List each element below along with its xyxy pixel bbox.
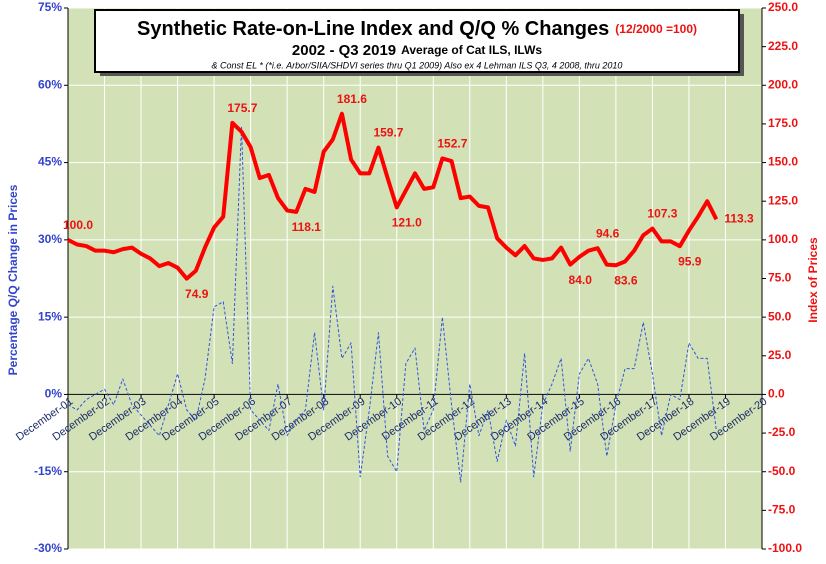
value-label: 159.7	[373, 126, 403, 140]
y2-axis-title: Index of Prices	[806, 237, 820, 323]
value-label: 95.9	[678, 254, 702, 268]
value-label: 84.0	[569, 273, 593, 287]
value-label: 152.7	[437, 137, 467, 151]
value-label: 113.3	[724, 211, 754, 225]
chart-title: Synthetic Rate-on-Line Index and Q/Q % C…	[137, 18, 609, 40]
value-label: 94.6	[596, 226, 620, 240]
value-label: 100.0	[63, 218, 93, 232]
y2-tick-label: 100.0	[768, 232, 798, 246]
y-tick-label: -30%	[34, 541, 62, 555]
y-tick-label: 0%	[45, 387, 63, 401]
y-tick-label: 15%	[38, 309, 62, 323]
value-label: 83.6	[614, 273, 638, 287]
series-line	[67, 111, 719, 281]
y2-tick-label: 0.0	[768, 387, 785, 401]
y2-tick-label: 225.0	[768, 39, 798, 53]
y-tick-label: 60%	[38, 77, 62, 91]
plot-area	[68, 8, 762, 549]
value-label: 107.3	[647, 207, 677, 221]
value-label: 181.6	[337, 92, 367, 106]
y2-tick-label: 125.0	[768, 193, 798, 207]
y2-tick-label: -100.0	[768, 541, 802, 555]
value-label: 74.9	[185, 287, 209, 301]
y2-tick-label: 250.0	[768, 0, 798, 14]
subtitle-note: Average of Cat ILS, ILWs	[401, 43, 542, 57]
title-box	[94, 9, 740, 73]
y-tick-label: 45%	[38, 155, 62, 169]
footnote: & Const EL * (*i.e. Arbor/SIIA/SHDVI ser…	[212, 60, 623, 70]
subtitle: 2002 - Q3 2019	[292, 42, 396, 59]
y2-tick-label: -25.0	[768, 425, 796, 439]
y2-tick-label: 200.0	[768, 77, 798, 91]
y2-tick-label: -75.0	[768, 503, 796, 517]
title-note: (12/2000 =100)	[615, 22, 697, 36]
y-tick-label: -15%	[34, 464, 62, 478]
y2-tick-label: -50.0	[768, 464, 796, 478]
y-tick-label: 75%	[38, 0, 62, 14]
title-line: Synthetic Rate-on-Line Index and Q/Q % C…	[137, 18, 697, 40]
value-label: 175.7	[227, 101, 257, 115]
y2-tick-label: 50.0	[768, 309, 792, 323]
subtitle-line: 2002 - Q3 2019 Average of Cat ILS, ILWs	[292, 42, 542, 59]
y-tick-label: 30%	[38, 232, 62, 246]
y2-tick-label: 150.0	[768, 155, 798, 169]
y-axis-title: Percentage Q/Q Change in Prices	[6, 184, 20, 375]
value-label: 121.0	[392, 216, 422, 230]
series-line	[67, 126, 717, 483]
y2-tick-label: 25.0	[768, 348, 792, 362]
y2-tick-label: 175.0	[768, 116, 798, 130]
y2-tick-label: 75.0	[768, 271, 792, 285]
value-label: 118.1	[292, 220, 322, 234]
